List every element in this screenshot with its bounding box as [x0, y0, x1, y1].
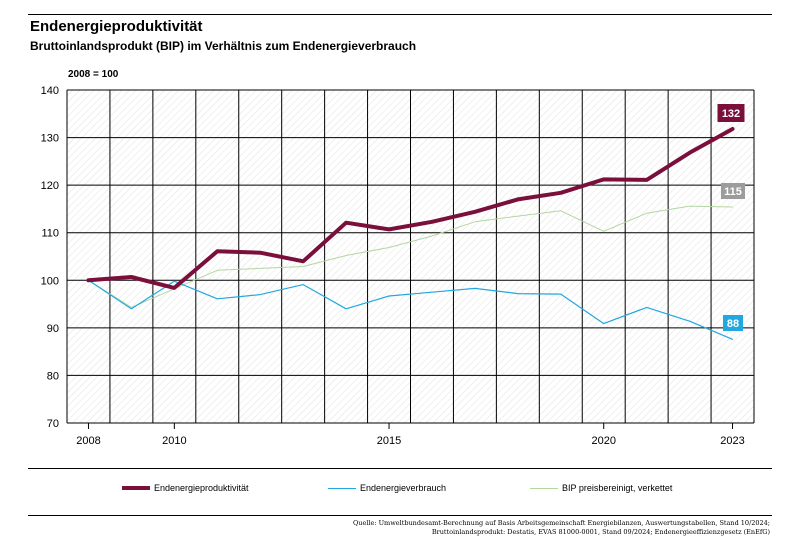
series-line-1: [87, 279, 734, 340]
y-tick-label: 70: [47, 418, 59, 430]
y-tick-label: 140: [41, 85, 59, 97]
end-label-value: 132: [722, 108, 740, 120]
index-base-note: 2008 = 100: [68, 69, 119, 80]
y-tick-label: 80: [47, 370, 59, 382]
legend-label: Endenergieproduktivität: [154, 483, 249, 493]
end-label-value: 115: [724, 186, 742, 198]
y-tick-label: 90: [47, 323, 59, 335]
x-axis: 2008 2010 2015 2020 2023: [76, 423, 745, 447]
y-axis: 70 80 90 100 110 120 130 140: [41, 85, 59, 430]
series-line-2: [88, 205, 733, 308]
legend-item-consumption: Endenergieverbrauch: [328, 483, 446, 493]
end-label-value: 88: [727, 318, 739, 330]
source-line-2: Bruttoinlandsprodukt: Destatis, EVAS 810…: [431, 527, 770, 536]
x-tick-label: 2008: [76, 435, 100, 447]
legend: Endenergieproduktivität Endenergieverbra…: [0, 483, 800, 499]
chart-title: Endenergieproduktivität: [30, 18, 203, 35]
series-lines: [86, 127, 735, 340]
y-tick-label: 110: [41, 228, 59, 240]
end-label-box: [721, 183, 745, 199]
legend-label: BIP preisbereinigt, verkettet: [562, 483, 673, 493]
source-note: Quelle: Umweltbundesamt-Berechnung auf B…: [353, 519, 770, 537]
legend-swatch: [328, 487, 356, 489]
legend-rule: [28, 468, 772, 469]
chart-subtitle: Bruttoinlandsprodukt (BIP) im Verhältnis…: [30, 39, 417, 53]
x-tick-label: 2010: [162, 435, 186, 447]
legend-swatch: [530, 487, 558, 489]
source-rule: [28, 515, 772, 516]
x-tick-label: 2020: [591, 435, 615, 447]
y-tick-label: 130: [41, 133, 59, 145]
x-tick-label: 2023: [720, 435, 744, 447]
legend-item-productivity: Endenergieproduktivität: [122, 483, 249, 493]
legend-label: Endenergieverbrauch: [360, 483, 447, 493]
top-rule: [28, 14, 772, 15]
x-tick-label: 2015: [377, 435, 401, 447]
end-labels: 132 88 115: [717, 104, 745, 331]
source-line-1: Quelle: Umweltbundesamt-Berechnung auf B…: [352, 519, 770, 527]
y-tick-label: 120: [41, 180, 59, 192]
legend-swatch: [122, 486, 150, 490]
series-line-0: [86, 127, 735, 290]
end-label-box: [723, 315, 743, 331]
y-tick-label: 100: [41, 275, 59, 287]
end-label-box: [717, 104, 745, 122]
legend-item-gdp: BIP preisbereinigt, verkettet: [530, 483, 672, 493]
